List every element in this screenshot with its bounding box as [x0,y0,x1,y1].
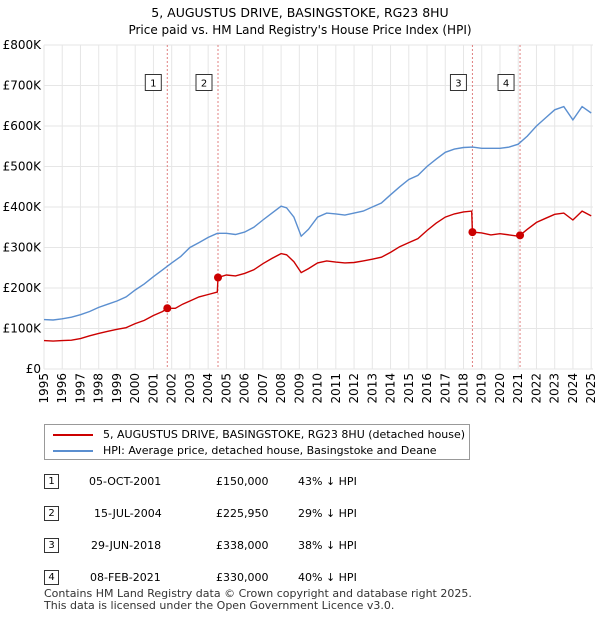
x-tick-label: 2025 [584,373,598,404]
sale-badge: 4 [44,570,59,585]
x-tick-label: 2005 [219,373,233,404]
chart-subtitle: Price paid vs. HM Land Registry's House … [128,23,471,37]
x-tick-label: 1997 [73,373,87,404]
sale-price: £225,950 [216,507,269,520]
series-lines [43,105,592,342]
sale-hpi-diff: 29% ↓ HPI [298,507,357,520]
sale-price: £338,000 [216,539,269,552]
x-tick-label: 2002 [165,373,179,404]
sale-price: £150,000 [216,475,269,488]
sale-hpi-diff: 43% ↓ HPI [298,475,357,488]
x-tick-label: 2022 [529,373,543,404]
x-tick-label: 2010 [311,373,325,404]
x-axis-ticks: 1995 1996 1997 1998 1999 2000 2001 2002 2003 2004… [37,373,598,404]
x-tick-label: 2017 [438,373,452,404]
x-tick-label: 2013 [365,373,379,404]
x-tick-label: 2009 [292,373,306,404]
x-tick-label: 2016 [420,373,434,404]
x-tick-label: 2023 [548,373,562,404]
sale-point [214,273,223,282]
sale-point [163,304,172,313]
sale-marker-box [449,74,467,91]
sale-marker-text: 1 [150,79,156,90]
x-tick-label: 1998 [92,373,106,404]
sale-marker-box [144,74,162,91]
sale-point [468,228,477,237]
sale-marker-label: 4 [497,74,515,91]
sale-price: £330,000 [216,571,269,584]
property-price-line [43,210,592,342]
x-tick-label: 2011 [329,373,343,404]
x-tick-label: 2020 [493,373,507,404]
x-tick-label: 1999 [110,373,124,404]
y-tick-label: £400K [3,200,43,214]
y-tick-label: £600K [3,119,43,133]
x-tick-label: 1995 [37,373,51,404]
sale-badge: 3 [44,538,59,553]
y-tick-label: £100K [3,322,43,336]
sale-row: 1 05-OCT-2001 £150,000 43% ↓ HPI [44,472,444,492]
x-tick-label: 2015 [402,373,416,404]
x-tick-label: 2014 [384,373,398,404]
gridlines [43,44,593,370]
sale-badge: 1 [44,474,59,489]
sale-row: 3 29-JUN-2018 £338,000 38% ↓ HPI [44,536,444,556]
sale-hpi-diff: 40% ↓ HPI [298,571,357,584]
x-tick-label: 2008 [274,373,288,404]
x-tick-label: 2018 [457,373,471,404]
sale-date: 05-OCT-2001 [89,475,162,488]
sale-row: 2 15-JUL-2004 £225,950 29% ↓ HPI [44,504,444,524]
hpi-line [43,105,592,321]
sale-points [163,228,525,313]
y-tick-label: £0 [26,362,41,376]
sale-badge: 2 [44,506,59,521]
sale-marker-label: 2 [195,74,213,91]
x-tick-label: 2003 [183,373,197,404]
x-tick-label: 2004 [201,373,215,404]
sale-marker-label: 3 [449,74,467,91]
x-tick-label: 1996 [55,373,69,404]
sale-marker-box [497,74,515,91]
sale-date: 15-JUL-2004 [94,507,162,520]
sale-point [516,231,525,240]
y-tick-label: £500K [3,160,43,174]
x-tick-label: 2019 [475,373,489,404]
sale-row: 4 08-FEB-2021 £330,000 40% ↓ HPI [44,568,444,588]
footer: Contains HM Land Registry data © Crown c… [44,588,472,612]
x-tick-label: 2021 [511,373,525,404]
sale-marker-text: 2 [201,79,207,90]
sale-marker-labels: 1 2 3 4 [144,74,515,91]
x-tick-label: 2001 [146,373,160,404]
x-tick-label: 2024 [566,373,580,404]
legend-swatch-hpi [53,450,93,452]
y-tick-label: £800K [3,38,43,52]
x-tick-label: 2012 [347,373,361,404]
legend-label-property: 5, AUGUSTUS DRIVE, BASINGSTOKE, RG23 8HU… [103,428,466,441]
x-tick-label: 2007 [256,373,270,404]
sale-marker-text: 4 [503,79,509,90]
sale-marker-box [195,74,213,91]
y-tick-label: £700K [3,79,43,93]
price-chart: 5, AUGUSTUS DRIVE, BASINGSTOKE, RG23 8HU… [3,5,599,404]
x-tick-label: 2006 [238,373,252,404]
sale-date: 29-JUN-2018 [91,539,162,552]
legend-swatch-property [53,434,93,436]
y-tick-label: £300K [3,241,43,255]
sale-vertical-lines [166,45,521,369]
x-tick-label: 2000 [128,373,142,404]
y-tick-label: £200K [3,281,43,295]
legend-label-hpi: HPI: Average price, detached house, Basi… [103,444,437,457]
sale-date: 08-FEB-2021 [90,571,161,584]
sale-marker-label: 1 [144,74,162,91]
legend: 5, AUGUSTUS DRIVE, BASINGSTOKE, RG23 8HU… [44,424,470,460]
sale-marker-text: 3 [455,79,461,90]
footer-copyright: Contains HM Land Registry data © Crown c… [44,587,472,600]
chart-title: 5, AUGUSTUS DRIVE, BASINGSTOKE, RG23 8HU [151,5,448,20]
sale-hpi-diff: 38% ↓ HPI [298,539,357,552]
y-axis-ticks: £0 £100K £200K £300K £400K £500K £600K £700K £80… [3,38,43,376]
footer-licence: This data is licensed under the Open Gov… [44,599,395,612]
